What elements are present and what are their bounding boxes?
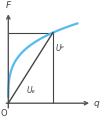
Text: Uᵖ: Uᵖ (55, 44, 64, 53)
Text: F: F (6, 1, 11, 10)
Text: Uₑ: Uₑ (27, 86, 36, 95)
Text: O: O (1, 109, 8, 118)
Text: q: q (94, 99, 99, 108)
